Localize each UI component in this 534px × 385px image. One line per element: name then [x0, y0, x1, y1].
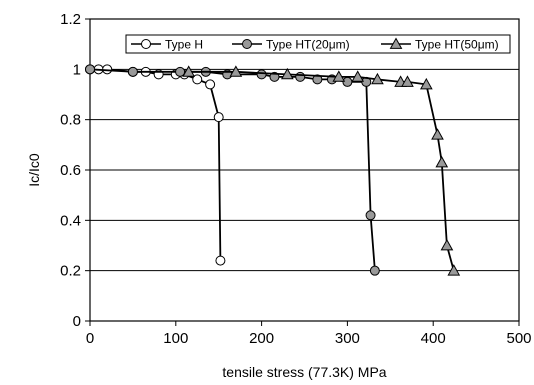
- x-tick-label: 100: [163, 330, 188, 347]
- data-point: [216, 256, 225, 265]
- y-tick-label: 1.2: [60, 11, 81, 28]
- data-point: [176, 67, 185, 76]
- data-point: [441, 240, 452, 250]
- data-point: [206, 80, 215, 89]
- series-line: [189, 72, 454, 271]
- data-point: [432, 129, 443, 139]
- x-tick-label: 400: [421, 330, 446, 347]
- data-point: [214, 113, 223, 122]
- data-point: [128, 67, 137, 76]
- y-tick-label: 0.6: [60, 162, 81, 179]
- x-tick-label: 500: [506, 330, 531, 347]
- series-3: [183, 66, 459, 275]
- legend-marker: [243, 40, 252, 49]
- legend: Type H Type HT(20μm) Type HT(50μm): [126, 35, 510, 53]
- axes: [85, 19, 519, 326]
- x-axis-title: tensile stress (77.3K) MPa: [222, 364, 386, 380]
- legend-label: Type H: [165, 38, 203, 52]
- legend-marker: [142, 40, 151, 49]
- y-tick-label: 1: [73, 61, 81, 78]
- tick-labels: 0 0.2 0.4 0.6 0.8 1 1.2 0 100 200 300 400 500: [60, 11, 531, 347]
- legend-label: Type HT(20μm): [266, 38, 350, 52]
- data-point: [86, 65, 95, 74]
- y-tick-label: 0.2: [60, 263, 81, 280]
- x-tick-label: 0: [86, 330, 94, 347]
- data-point: [448, 265, 459, 275]
- data-point: [370, 266, 379, 275]
- series-line: [90, 69, 220, 260]
- gridlines: [90, 19, 519, 271]
- x-tick-label: 200: [249, 330, 274, 347]
- y-tick-label: 0.8: [60, 112, 81, 129]
- data-point: [343, 77, 352, 86]
- data-point: [296, 72, 305, 81]
- data-point: [366, 211, 375, 220]
- legend-label: Type HT(50μm): [415, 38, 499, 52]
- data-point: [436, 157, 447, 167]
- data-point: [257, 70, 266, 79]
- series-1: [86, 65, 225, 265]
- y-tick-label: 0: [73, 313, 81, 330]
- y-axis-title: Ic/Ic0: [26, 153, 42, 187]
- x-tick-label: 300: [335, 330, 360, 347]
- y-tick-label: 0.4: [60, 212, 81, 229]
